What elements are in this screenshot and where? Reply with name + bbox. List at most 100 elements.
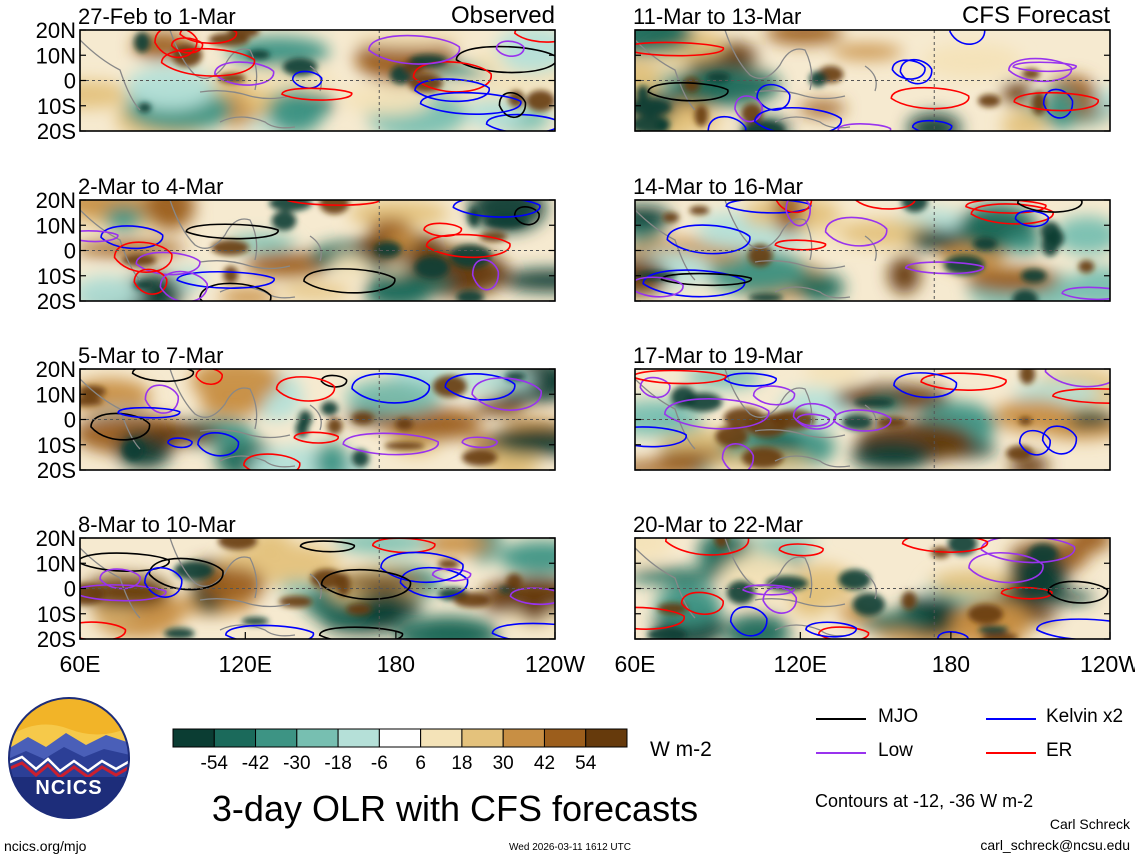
legend-label-er: ER [1046,740,1073,761]
tick-marks [80,29,555,132]
legend-label-mjo: MJO [878,706,919,727]
olr-anomaly-field [635,538,1110,639]
lat-tick-label: 10N [36,382,76,407]
legend-label-low: Low [878,740,913,761]
tick-marks [635,29,1110,132]
legend-label-kelvin: Kelvin x2 [1046,706,1124,727]
colorbar-tick-label: -54 [201,753,229,774]
tick-marks [80,368,555,471]
tick-marks [80,199,555,302]
colorbar-swatch [172,728,215,748]
lon-tick-label: 180 [932,651,970,677]
observed-header: Observed [450,2,555,29]
wave-contours [635,200,1110,301]
wave-contours [154,30,555,131]
lat-tick-label: 10S [37,602,76,627]
lat-tick-label: 10S [37,433,76,458]
colorbar-swatch [420,728,463,748]
lat-tick-label: 20S [37,458,76,483]
lat-tick-label: 10N [36,43,76,68]
coastlines [80,538,322,637]
tick-marks [635,199,1110,302]
panel-title: 2-Mar to 4-Mar [78,174,223,199]
lon-tick-label: 180 [377,651,415,677]
lat-tick-label: 20S [37,289,76,314]
colorbar: -54 -42 -30 -18 -6 6 18 30 42 54 [172,728,628,774]
lat-tick-label: 20N [36,188,76,213]
coastlines [80,369,322,468]
panel-8: 20-Mar to 22-Mar [633,512,1111,640]
panel-2: 2-Mar to 4-Mar [78,174,556,302]
colorbar-tick-label: 30 [493,753,514,774]
colorbar-tick-label: 54 [575,753,597,774]
olr-anomaly-field [635,30,1110,131]
legend-swatch-kelvin [986,718,1036,720]
contour-note: Contours at -12, -36 W m-2 [815,791,1034,811]
main-title: 3-day OLR with CFS forecasts [211,788,699,829]
wave-contours [80,200,541,301]
wave-contours [90,369,542,470]
lon-tick-label: 120W [1080,651,1135,677]
legend-swatch-mjo [816,718,866,720]
tick-marks [635,537,1110,640]
lon-tick-label: 60E [615,651,656,677]
lat-tick-label: 10S [37,264,76,289]
panel-4: 8-Mar to 10-Mar [78,512,556,640]
footer-website[interactable]: ncics.org/mjo [4,838,87,854]
colorbar-swatch [296,728,339,748]
panel-5: 11-Mar to 13-Mar [633,4,1111,132]
colorbar-units: W m-2 [650,738,712,761]
legend-swatch-low [816,752,866,754]
lat-tick-label: 10N [36,213,76,238]
coastlines [635,200,877,299]
panel-6: 14-Mar to 16-Mar [633,174,1111,302]
colorbar-swatch [543,728,587,748]
lat-tick-label: 0 [64,69,76,94]
lon-tick-label: 60E [60,651,101,677]
colorbar-tick-label: -18 [324,753,351,774]
colorbar-tick-label: 18 [451,753,472,774]
lat-tick-label: 20N [36,526,76,551]
colorbar-tick-label: 42 [534,753,555,774]
logo-text: NCICS [35,777,103,799]
lat-tick-label: 20S [37,627,76,652]
colorbar-swatch [461,728,504,748]
lat-tick-label: 10S [37,94,76,119]
panel-title: 11-Mar to 13-Mar [633,4,801,29]
lat-tick-label: 0 [64,577,76,602]
colorbar-swatch [378,728,422,748]
panel-7: 17-Mar to 19-Mar [633,343,1111,471]
colorbar-swatch [255,728,298,748]
lat-tick-label: 10N [36,551,76,576]
wave-contours [635,30,1099,131]
tick-marks [80,537,555,640]
lat-axis-left: 20N10N010S20S20N10N010S20S20N10N010S20S2… [36,18,76,652]
legend-swatch-er [986,752,1036,754]
lon-tick-label: 120W [525,651,585,677]
colorbar-tick-label: 6 [415,753,426,774]
lat-tick-label: 20N [36,18,76,43]
footer-email[interactable]: carl_schreck@ncsu.edu [980,837,1130,853]
panel-title: 17-Mar to 19-Mar [633,343,803,368]
lon-tick-label: 120E [218,651,272,677]
wave-contours [635,369,1110,470]
colorbar-tick-label: -42 [242,753,269,774]
panel-title: 14-Mar to 16-Mar [633,174,803,199]
cfs-forecast-header: CFS Forecast [961,2,1110,29]
panel-3: 5-Mar to 7-Mar [78,343,556,471]
panel-1: 27-Feb to 1-Mar [78,4,556,132]
colorbar-swatch [213,728,257,748]
lat-tick-label: 20N [36,357,76,382]
colorbar-swatch [502,728,545,748]
lat-tick-label: 20S [37,119,76,144]
colorbar-tick-label: -30 [283,753,310,774]
panel-title: 8-Mar to 10-Mar [78,512,236,537]
lat-tick-label: 0 [64,408,76,433]
ncics-logo: NCICS [8,697,130,819]
wave-contours [80,538,555,639]
footer-timestamp: Wed 2026-03-11 1612 UTC [509,842,631,853]
panel-title: 20-Mar to 22-Mar [633,512,803,537]
colorbar-swatch [585,728,628,748]
lat-tick-label: 0 [64,239,76,264]
